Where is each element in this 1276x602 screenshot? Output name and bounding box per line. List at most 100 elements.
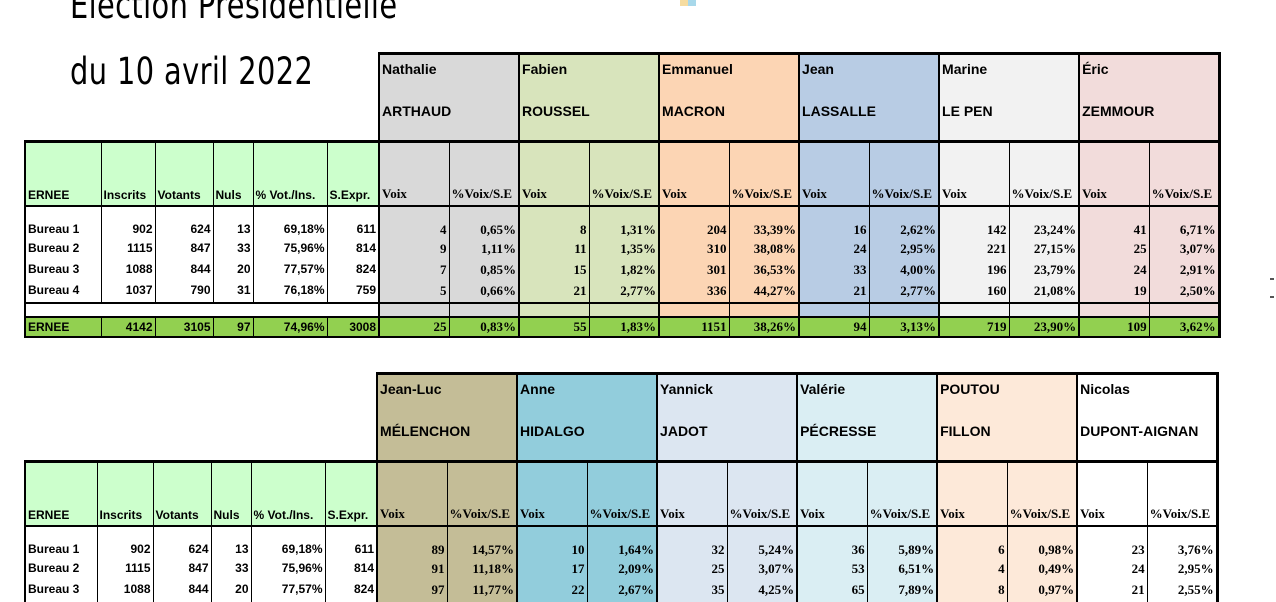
cell-nuls: 31: [212, 281, 253, 304]
cell-sexpr: 759: [326, 281, 380, 304]
cell-name: Bureau 2: [24, 559, 97, 581]
column-header-pct-voix: %Voix/S.E: [588, 140, 660, 206]
total-voix: 25: [378, 315, 450, 338]
cell-voix: 10: [516, 524, 588, 560]
cell-voix: 9: [378, 239, 450, 261]
cell-voix: 97: [376, 580, 448, 602]
column-header-inscrits: Inscrits: [100, 140, 155, 206]
cell-sexpr: 814: [324, 559, 378, 581]
column-header-voix: Voix: [796, 460, 868, 526]
cell-voix: 16: [798, 204, 870, 240]
candidate-header: Éric ZEMMOUR: [1078, 52, 1221, 142]
cell-votants: 847: [152, 559, 211, 581]
candidate-header: Fabien ROUSSEL: [518, 52, 660, 142]
candidate-last-name: HIDALGO: [520, 423, 585, 439]
column-header-voix: Voix: [798, 140, 870, 206]
cell-pct: 69,18%: [250, 524, 325, 560]
cell-voix: 21: [798, 281, 870, 304]
cell-pct-voix: 1,35%: [588, 239, 660, 261]
candidate-first-name: Éric: [1082, 61, 1109, 77]
cell-voix: 336: [658, 281, 730, 304]
column-header-pct_vot: % Vot./Ins.: [250, 460, 325, 526]
cell-voix: 19: [1078, 281, 1150, 304]
cell-pct-voix: 1,82%: [588, 260, 660, 282]
column-header-pct-voix: %Voix/S.E: [448, 140, 520, 206]
cell-inscrits: 902: [96, 524, 153, 560]
candidate-first-name: Jean: [802, 61, 834, 77]
candidate-header: Nicolas DUPONT-AIGNAN: [1076, 372, 1219, 462]
cell-pct-voix: 0,97%: [1006, 580, 1078, 602]
cell-pct: 77,57%: [252, 260, 327, 282]
cell-name: Bureau 2: [24, 239, 101, 261]
cell-voix: 4: [936, 559, 1008, 581]
edge-mark: [1270, 278, 1274, 280]
column-header-pct-voix: %Voix/S.E: [728, 140, 800, 206]
column-header-voix: Voix: [516, 460, 588, 526]
cell-votants: 847: [154, 239, 213, 261]
cell-voix: 142: [938, 204, 1010, 240]
cell-pct-voix: 2,09%: [586, 559, 658, 581]
page-title-line2: du 10 avril 2022: [70, 50, 314, 93]
table-row: Bureau 3 1088 844 20 77,57% 824 7 0,85% 15 1,82% 3…: [24, 260, 1221, 282]
page-title-line1: Election Présidentielle: [70, 0, 398, 27]
cell-inscrits: 1088: [100, 260, 155, 282]
total-pct-voix: 23,90%: [1008, 315, 1080, 338]
candidate-header: Nathalie ARTHAUD: [378, 52, 520, 142]
cell-voix: 8: [518, 204, 590, 240]
candidate-last-name: FILLON: [940, 423, 991, 439]
cell-pct-voix: 0,85%: [448, 260, 520, 282]
empty-header-cell: [25, 54, 379, 142]
cell-sexpr: 814: [326, 239, 380, 261]
cell-voix: 21: [518, 281, 590, 304]
candidate-last-name: ARTHAUD: [382, 103, 452, 119]
table-row: Bureau 1 902 624 13 69,18% 611 4 0,65% 8 1,31% 204…: [24, 204, 1221, 240]
cell-name: Bureau 3: [24, 580, 97, 602]
cell-voix: 21: [1076, 580, 1148, 602]
cell-pct-voix: 21,08%: [1008, 281, 1080, 304]
cell-voix: 89: [376, 524, 448, 560]
cell-sexpr: 824: [326, 260, 380, 282]
total-pct-voix: 38,26%: [728, 315, 800, 338]
cell-pct-voix: 5,89%: [866, 524, 938, 560]
column-header-pct_vot: % Vot./Ins.: [252, 140, 327, 206]
column-header-voix: Voix: [656, 460, 728, 526]
cell-pct-voix: 3,07%: [726, 559, 798, 581]
candidate-first-name: Anne: [520, 381, 556, 397]
cell-voix: 6: [936, 524, 1008, 560]
cell-pct-voix: 1,11%: [448, 239, 520, 261]
cell-pct-voix: 23,79%: [1008, 260, 1080, 282]
candidate-first-name: POUTOU: [940, 381, 1000, 397]
column-header-commune: ERNEE: [24, 140, 101, 206]
candidate-first-name: Emmanuel: [662, 61, 733, 77]
column-header-pct-voix: %Voix/S.E: [1008, 140, 1080, 206]
empty-header-cell: [25, 374, 377, 462]
cell-voix: 65: [796, 580, 868, 602]
total-voix: 719: [938, 315, 1010, 338]
total-sexpr: 3008: [326, 315, 380, 338]
cell-voix: 15: [518, 260, 590, 282]
cell-voix: 23: [1076, 524, 1148, 560]
cell-voix: 301: [658, 260, 730, 282]
cell-pct-voix: 1,64%: [586, 524, 658, 560]
column-header-pct-voix: %Voix/S.E: [726, 460, 798, 526]
cell-pct: 75,96%: [252, 239, 327, 261]
column-header-inscrits: Inscrits: [96, 460, 153, 526]
column-header-sexpr: S.Expr.: [326, 140, 380, 206]
cell-votants: 624: [154, 204, 213, 240]
cell-votants: 790: [154, 281, 213, 304]
cell-pct-voix: 44,27%: [728, 281, 800, 304]
cell-pct: 77,57%: [250, 580, 325, 602]
candidate-first-name: Marine: [942, 61, 988, 77]
cell-name: Bureau 3: [24, 260, 101, 282]
candidate-header: Valérie PÉCRESSE: [796, 372, 938, 462]
cell-voix: 24: [798, 239, 870, 261]
total-pct-voix: 3,13%: [868, 315, 940, 338]
column-header-sexpr: S.Expr.: [324, 460, 378, 526]
cell-voix: 91: [376, 559, 448, 581]
candidate-last-name: PÉCRESSE: [800, 423, 877, 439]
cell-voix: 24: [1076, 559, 1148, 581]
cell-voix: 196: [938, 260, 1010, 282]
cell-sexpr: 611: [326, 204, 380, 240]
cell-pct-voix: 2,91%: [1148, 260, 1221, 282]
cell-pct-voix: 2,95%: [1146, 559, 1219, 581]
